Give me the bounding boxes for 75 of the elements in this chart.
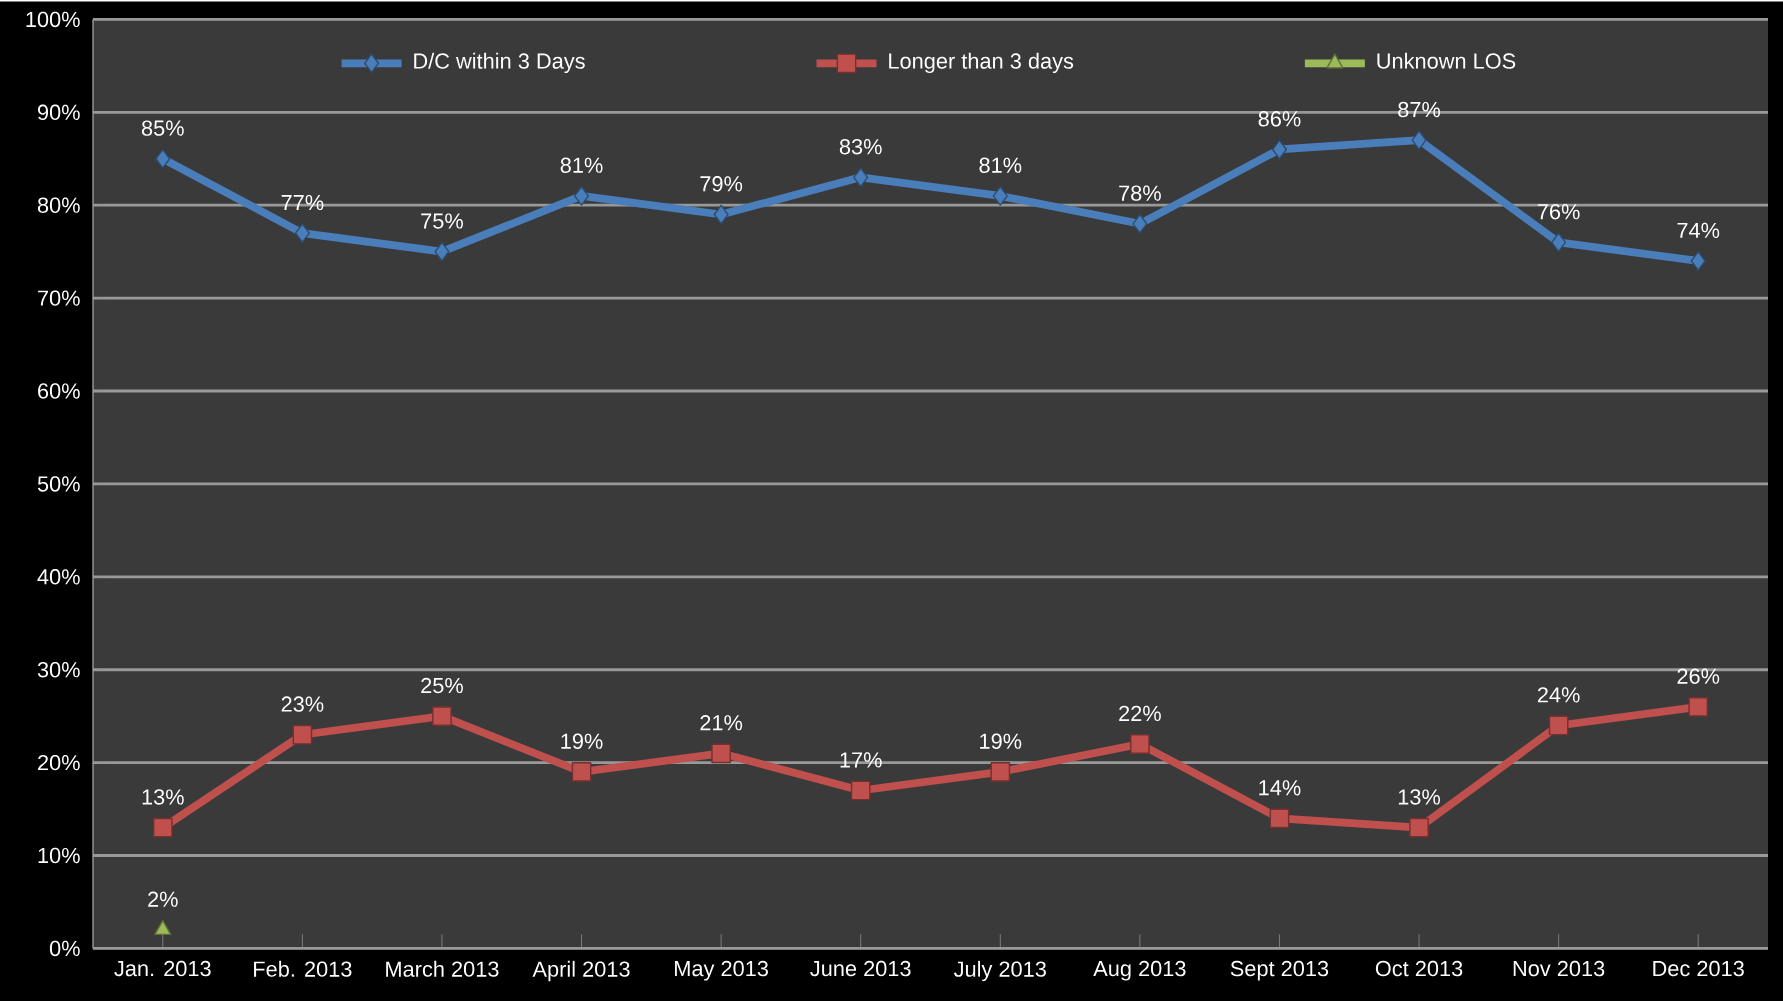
y-tick-label: 20% bbox=[38, 754, 80, 771]
point bbox=[1130, 733, 1150, 754]
data-label: 83% bbox=[839, 138, 882, 155]
data-label: 19% bbox=[980, 733, 1022, 749]
point bbox=[713, 204, 729, 225]
data-label: 87% bbox=[1398, 101, 1441, 118]
point bbox=[990, 761, 1011, 782]
x-tick-label: Nov 2013 bbox=[1513, 960, 1605, 977]
point bbox=[294, 223, 310, 243]
data-label: 26% bbox=[1677, 668, 1720, 684]
y-tick-label: 100% bbox=[26, 11, 80, 27]
point bbox=[155, 148, 171, 169]
data-label: 81% bbox=[979, 157, 1022, 173]
point bbox=[152, 817, 173, 838]
data-label: 74% bbox=[1677, 222, 1720, 238]
point bbox=[571, 761, 592, 782]
point bbox=[1551, 232, 1567, 253]
x-tick-label: Aug 2013 bbox=[1093, 960, 1186, 981]
point bbox=[434, 241, 450, 262]
point bbox=[432, 706, 452, 726]
data-label: 14% bbox=[1259, 779, 1301, 796]
legend-label: Unknown LOS bbox=[1377, 52, 1516, 69]
data-label: 23% bbox=[281, 696, 324, 712]
data-label: 24% bbox=[1537, 686, 1580, 703]
point bbox=[1411, 130, 1427, 150]
legend-label: Longer than 3 days bbox=[889, 52, 1074, 73]
point bbox=[1271, 139, 1288, 160]
data-label: 19% bbox=[561, 733, 603, 749]
y-tick-label: 10% bbox=[38, 847, 80, 864]
x-tick-label: Oct 2013 bbox=[1375, 960, 1463, 977]
y-tick-label: 30% bbox=[37, 661, 80, 678]
data-label: 86% bbox=[1258, 110, 1301, 127]
y-tick-label: 80% bbox=[37, 197, 80, 213]
data-label: 81% bbox=[560, 157, 603, 173]
y-tick-label: 70% bbox=[38, 290, 80, 306]
y-tick-label: 90% bbox=[38, 104, 80, 120]
x-tick-label: July 2013 bbox=[953, 960, 1046, 981]
data-label: 77% bbox=[281, 194, 324, 210]
data-label: 85% bbox=[141, 120, 184, 136]
data-label: 2% bbox=[148, 891, 178, 907]
point bbox=[1690, 250, 1706, 271]
point bbox=[573, 185, 590, 206]
x-tick-label: Jan. 2013 bbox=[114, 960, 211, 977]
point bbox=[1269, 808, 1290, 829]
point bbox=[1132, 213, 1148, 234]
y-tick-label: 60% bbox=[38, 383, 80, 399]
legend-label: D/C within 3 Days bbox=[414, 52, 585, 73]
data-label: 76% bbox=[1537, 203, 1580, 220]
x-tick-label: April 2013 bbox=[532, 960, 630, 981]
point bbox=[850, 780, 871, 801]
data-label: 21% bbox=[700, 714, 743, 731]
x-tick-label: March 2013 bbox=[386, 960, 499, 977]
x-tick-label: May 2013 bbox=[675, 960, 768, 981]
y-tick-label: 40% bbox=[37, 568, 80, 585]
point bbox=[1548, 715, 1569, 736]
x-tick-label: June 2013 bbox=[810, 960, 911, 977]
x-tick-label: Dec 2013 bbox=[1653, 960, 1744, 977]
point bbox=[1688, 696, 1709, 717]
data-label: 79% bbox=[700, 175, 743, 192]
data-label: 75% bbox=[421, 213, 463, 229]
point bbox=[992, 185, 1008, 206]
y-tick-label: 0% bbox=[49, 940, 80, 956]
data-label: 22% bbox=[1119, 705, 1161, 721]
x-tick-label: Feb. 2013 bbox=[254, 960, 352, 977]
data-label: 25% bbox=[421, 677, 463, 694]
data-label: 13% bbox=[1398, 789, 1441, 805]
y-tick-label: 50% bbox=[37, 476, 80, 492]
point bbox=[711, 743, 731, 763]
x-tick-label: Sept 2013 bbox=[1230, 960, 1329, 981]
point bbox=[292, 724, 313, 745]
data-label: 13% bbox=[142, 789, 184, 805]
point bbox=[1409, 817, 1429, 838]
point bbox=[853, 167, 869, 187]
data-label: 78% bbox=[1119, 185, 1161, 201]
data-label: 17% bbox=[840, 752, 882, 768]
